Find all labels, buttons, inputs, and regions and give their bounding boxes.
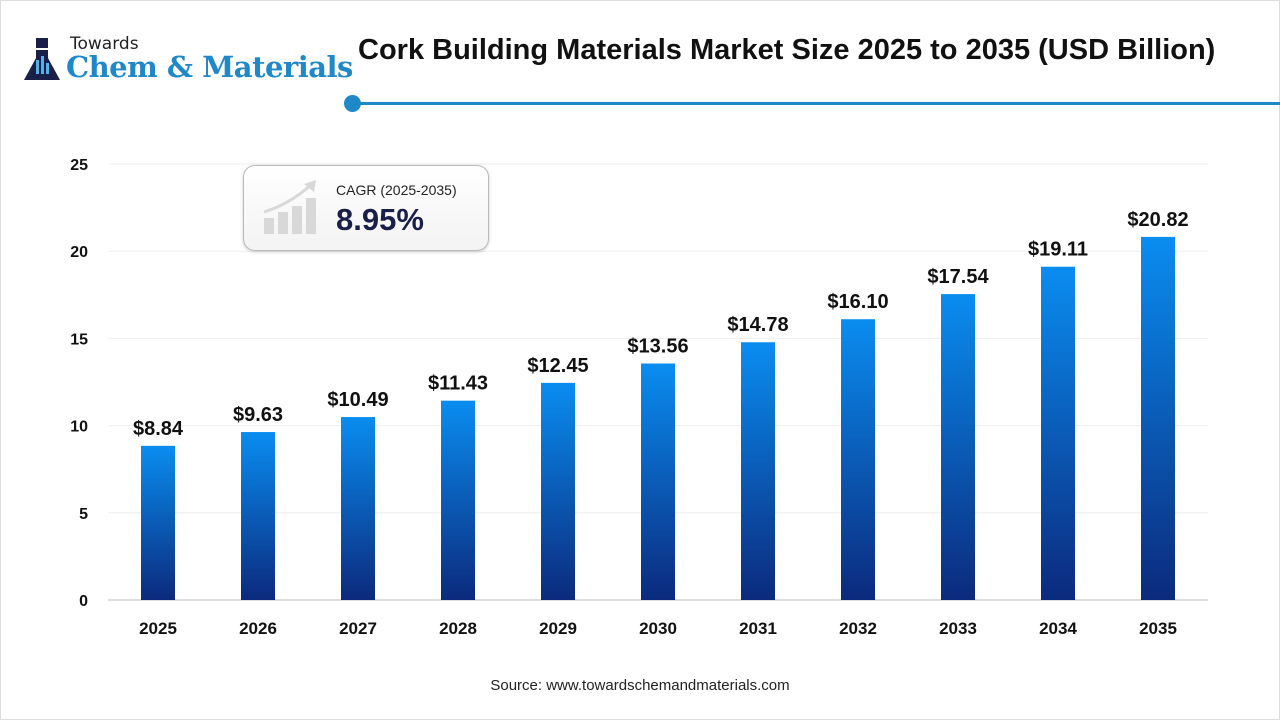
data-label: $20.82 xyxy=(1127,209,1188,231)
data-label: $16.10 xyxy=(827,291,888,313)
data-label: $14.78 xyxy=(727,314,788,336)
bar-2032 xyxy=(841,319,875,600)
y-tick-label: 5 xyxy=(79,506,88,523)
bar-2030 xyxy=(641,363,675,600)
x-tick-label: 2030 xyxy=(639,619,677,638)
x-tick-label: 2032 xyxy=(839,619,877,638)
data-label: $9.63 xyxy=(233,404,283,426)
bar-2027 xyxy=(341,417,375,600)
title-dot xyxy=(344,95,361,112)
x-tick-label: 2028 xyxy=(439,619,477,638)
bar-2028 xyxy=(441,400,475,600)
title-underline xyxy=(352,102,1280,105)
y-tick-label: 25 xyxy=(70,157,88,174)
y-tick-label: 0 xyxy=(79,593,88,610)
bar-2029 xyxy=(541,382,575,600)
y-tick-label: 10 xyxy=(70,419,88,436)
y-tick-label: 20 xyxy=(70,244,88,261)
bar-2031 xyxy=(741,342,775,600)
growth-chart-icon xyxy=(263,180,316,234)
cagr-value: 8.95% xyxy=(336,202,424,237)
bar-2025 xyxy=(141,445,175,600)
bar-2033 xyxy=(941,294,975,600)
source-note: Source: www.towardschemandmaterials.com xyxy=(490,677,790,694)
flask-logo-icon xyxy=(24,38,60,80)
y-tick-label: 15 xyxy=(70,331,88,348)
x-tick-label: 2034 xyxy=(1039,619,1077,638)
cagr-label: CAGR (2025-2035) xyxy=(336,182,457,198)
data-label: $13.56 xyxy=(627,336,688,358)
data-label: $12.45 xyxy=(527,355,588,377)
data-label: $11.43 xyxy=(428,373,488,395)
bar-2034 xyxy=(1041,266,1075,600)
data-label: $10.49 xyxy=(327,389,388,411)
logo-text-top: Towards xyxy=(70,34,139,54)
x-tick-label: 2031 xyxy=(739,619,777,638)
data-label: $8.84 xyxy=(133,418,184,440)
logo-text-main: Chem & Materials xyxy=(66,50,353,84)
x-tick-label: 2027 xyxy=(339,619,377,638)
x-tick-label: 2025 xyxy=(139,619,177,638)
bar-2026 xyxy=(241,432,275,600)
data-label: $19.11 xyxy=(1028,239,1088,261)
x-tick-label: 2029 xyxy=(539,619,577,638)
data-label: $17.54 xyxy=(927,266,989,288)
x-tick-label: 2035 xyxy=(1139,619,1177,638)
chart-title: Cork Building Materials Market Size 2025… xyxy=(358,34,1216,66)
bar-2035 xyxy=(1141,236,1175,600)
x-tick-label: 2033 xyxy=(939,619,977,638)
cagr-box: CAGR (2025-2035) 8.95% xyxy=(243,165,489,251)
x-tick-label: 2026 xyxy=(239,619,277,638)
